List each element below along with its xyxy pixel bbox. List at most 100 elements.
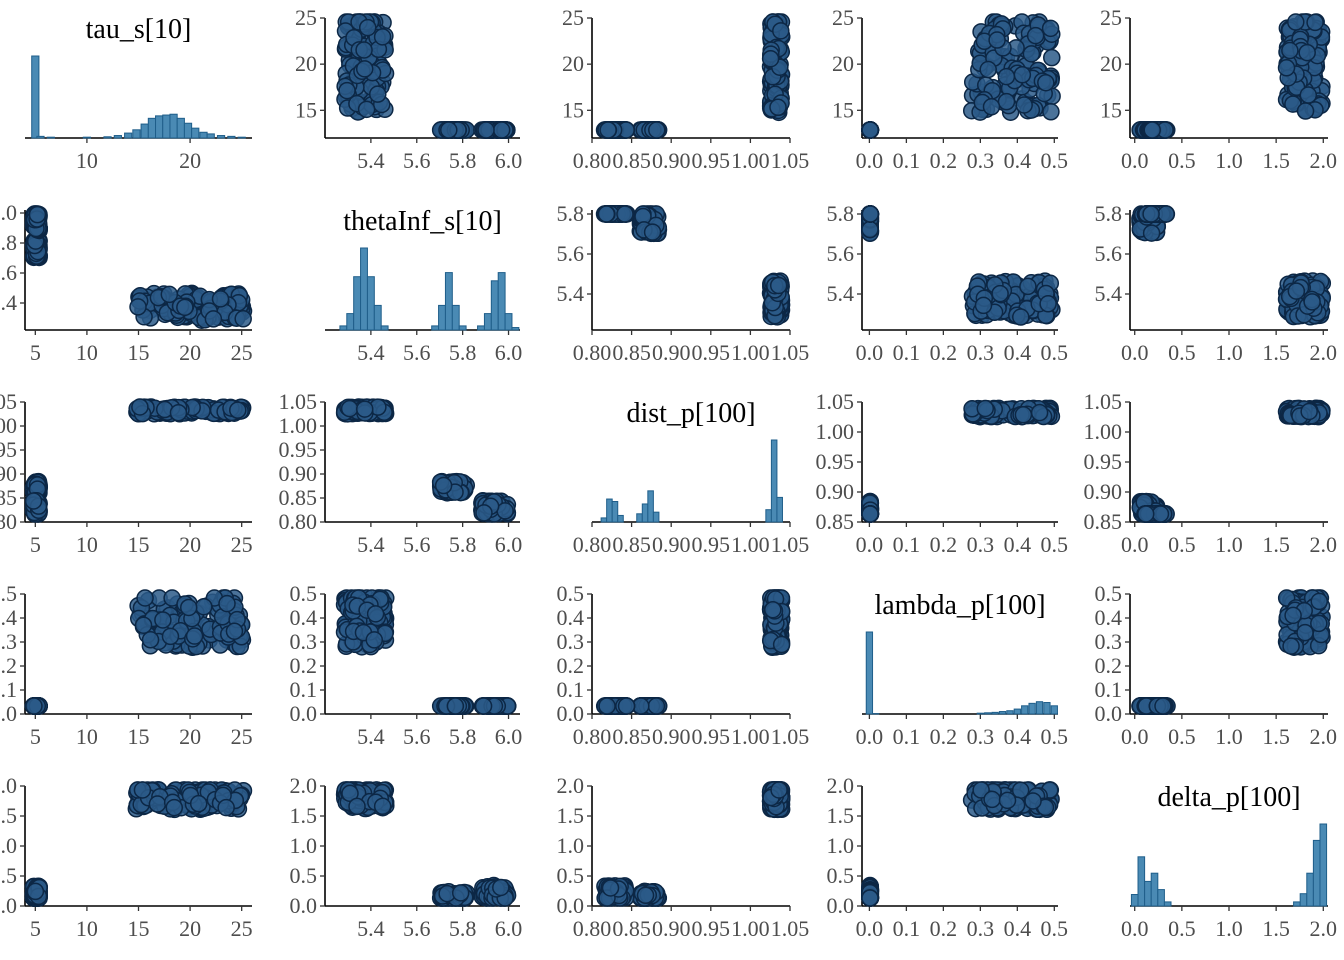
x-tick-label: 5: [30, 916, 41, 941]
x-tick-label: 0.85: [612, 148, 651, 173]
x-tick-label: 5.4: [357, 532, 385, 557]
hist-bar: [991, 711, 999, 715]
hist-bar: [339, 325, 348, 331]
x-tick-label: 25: [231, 532, 253, 557]
hist-bar: [1021, 705, 1029, 715]
scatter-point: [195, 597, 213, 616]
y-tick-label: 0.4: [557, 605, 585, 630]
variable-title: thetaInf_s[10]: [343, 206, 502, 237]
y-tick-label: 0.80: [0, 509, 17, 534]
y-tick-label: 1.0: [0, 833, 17, 858]
x-tick-label: 0.0: [1121, 724, 1149, 749]
hist-bar: [1013, 708, 1021, 715]
x-tick-label: 5.4: [357, 340, 385, 365]
hist-bar: [765, 509, 772, 523]
x-tick-label: 0.90: [652, 532, 691, 557]
scatter-point: [1137, 505, 1155, 523]
scatter-point: [1026, 26, 1045, 45]
x-tick-label: 1.05: [771, 724, 810, 749]
x-tick-label: 5.8: [449, 340, 477, 365]
y-tick-label: 5.6: [1095, 241, 1123, 266]
scatter-point: [154, 611, 172, 629]
scatter-point: [204, 310, 223, 328]
y-tick-label: 0.95: [0, 437, 17, 462]
scatter-point: [769, 276, 788, 295]
x-tick-label: 1.5: [1262, 148, 1290, 173]
hist-bar: [497, 272, 506, 331]
y-tick-label: 0.1: [557, 677, 585, 702]
hist-bar: [46, 136, 55, 139]
x-tick-label: 1.00: [731, 340, 770, 365]
scatter-point: [1037, 73, 1055, 92]
x-tick-label: 5: [30, 340, 41, 365]
hist-bar: [124, 132, 133, 139]
x-tick-label: 10: [76, 532, 98, 557]
scatter-point: [1284, 606, 1302, 625]
x-tick-label: 5.6: [403, 532, 431, 557]
scatter-point: [475, 504, 493, 522]
scatter-point: [373, 28, 392, 46]
scatter-point: [357, 100, 376, 119]
y-tick-label: 0.0: [290, 701, 318, 726]
hist-bar: [431, 325, 440, 331]
scatter-point: [356, 400, 374, 418]
x-tick-label: 10: [76, 916, 98, 941]
scatter-point: [648, 121, 666, 139]
x-tick-label: 1.0: [1215, 532, 1243, 557]
scatter-point: [1142, 205, 1160, 223]
hist-bar: [132, 129, 141, 139]
scatter-point: [434, 476, 453, 495]
x-tick-label: 0.95: [692, 340, 731, 365]
x-tick-label: 0.5: [1041, 148, 1069, 173]
x-tick-label: 10: [76, 724, 98, 749]
hist-bar: [477, 325, 485, 331]
y-tick-label: 0.95: [1084, 449, 1123, 474]
hist-bar: [140, 123, 149, 139]
hist-bar: [1043, 702, 1051, 715]
hist-bar: [227, 135, 236, 139]
x-tick-label: 20: [179, 148, 201, 173]
hist-bar: [770, 439, 778, 523]
scatter-point: [861, 121, 879, 139]
panel-2-4: 0.0 0.5 1.0 1.5 2.00.850.900.951.001.05: [1084, 389, 1338, 557]
scatter-point: [1039, 295, 1057, 313]
hist-bar: [776, 496, 783, 523]
x-tick-label: 0.0: [1121, 532, 1149, 557]
x-tick-label: 0.5: [1041, 532, 1069, 557]
y-tick-label: 5.8: [827, 201, 855, 226]
scatter-point: [365, 631, 384, 649]
y-tick-label: 15: [1100, 97, 1122, 122]
y-tick-label: 0.2: [290, 653, 318, 678]
y-tick-label: 0.1: [0, 677, 17, 702]
scatter-point: [598, 697, 616, 715]
y-tick-label: 25: [295, 5, 317, 30]
scatter-point: [355, 41, 373, 59]
hist-bar: [82, 136, 92, 139]
scatter-point: [772, 22, 790, 40]
x-tick-label: 0.4: [1004, 724, 1032, 749]
hist-bar: [191, 127, 200, 139]
scatter-point: [861, 205, 880, 223]
x-tick-label: 5.8: [449, 724, 477, 749]
y-tick-label: 0.90: [279, 461, 318, 486]
hist-bar: [652, 511, 660, 523]
scatter-point: [160, 285, 179, 304]
scatter-point: [643, 223, 662, 241]
hist-bar: [490, 280, 499, 331]
x-tick-label: 1.0: [1215, 724, 1243, 749]
x-tick-label: 6.0: [495, 724, 523, 749]
x-tick-label: 0.2: [930, 724, 958, 749]
panel-1-0: 5101520255.45.65.86.0: [0, 200, 253, 365]
x-tick-label: 0.5: [1168, 724, 1196, 749]
hist-bar: [103, 136, 112, 139]
hist-bar: [976, 712, 984, 715]
scatter-point: [366, 605, 385, 623]
y-tick-label: 0.0: [0, 893, 17, 918]
y-tick-label: 0.5: [557, 581, 585, 606]
y-tick-label: 15: [832, 97, 854, 122]
